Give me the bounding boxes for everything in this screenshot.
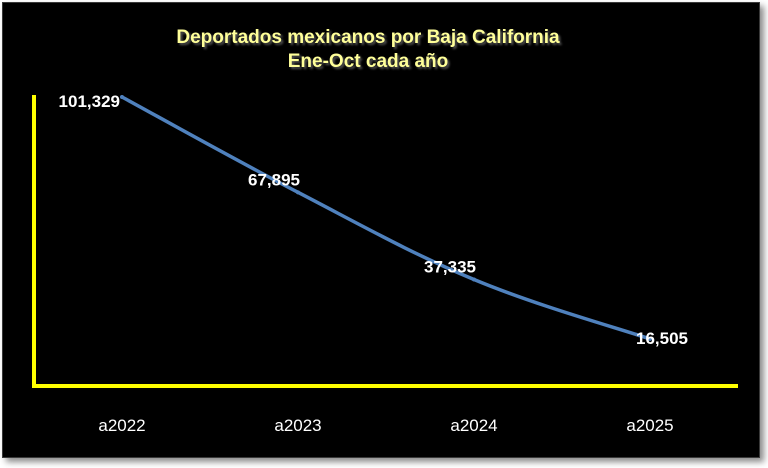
data-point-a2023: [296, 190, 300, 195]
data-point-a2022: [120, 95, 124, 99]
chart-subtitle: Ene-Oct cada año: [287, 51, 449, 72]
x-tick-label-a2025: a2025: [626, 416, 673, 435]
line-chart: 101,329 67,895 37,335 16,505 a2022 a2023 a2024…: [32, 92, 738, 435]
data-label-a2025: 16,505: [636, 329, 688, 348]
x-tick-label-a2023: a2023: [274, 416, 321, 435]
data-label-a2022: 101,329: [59, 92, 120, 111]
x-tick-label-a2022: a2022: [98, 416, 145, 435]
x-tick-label-a2024: a2024: [450, 416, 497, 435]
series-line: [120, 95, 652, 341]
chart-title: Deportados mexicanos por Baja California: [176, 27, 560, 48]
data-point-a2025: [648, 336, 652, 341]
data-label-a2024: 37,335: [424, 258, 476, 277]
data-point-a2024: [472, 277, 476, 282]
chart-area: Deportados mexicanos por Baja California…: [2, 2, 760, 458]
data-label-a2023: 67,895: [248, 170, 300, 189]
